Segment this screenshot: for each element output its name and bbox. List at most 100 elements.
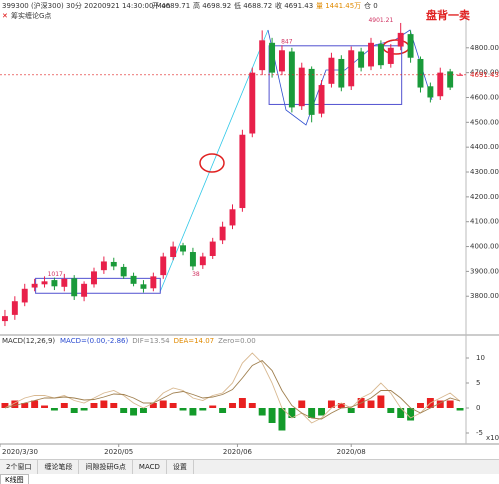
candle-body	[170, 246, 177, 257]
macd-bar	[288, 408, 296, 418]
y-tick-label: 4700.00	[470, 69, 499, 77]
header-high: 高 4698.92	[193, 1, 231, 10]
macd-bar	[318, 408, 326, 416]
note-label: 4901.21	[368, 17, 393, 24]
y-tick-label: 4500.00	[470, 118, 499, 126]
candle-body	[308, 68, 315, 115]
annotation: 盘背一卖	[426, 8, 470, 22]
y-tick-label: 4300.00	[470, 168, 499, 176]
note-label: 38	[192, 271, 200, 278]
candle-body	[140, 284, 147, 289]
candle-body	[61, 278, 68, 287]
x-tick-label: 2020/05	[104, 448, 133, 456]
header-volume: 量 1441.45万	[316, 2, 361, 10]
macd-bar	[298, 400, 306, 408]
macd-bar	[229, 403, 236, 408]
candle-body	[31, 283, 38, 288]
background	[0, 0, 499, 458]
macd-bar	[248, 403, 256, 408]
macd-bar	[50, 408, 58, 411]
macd-bar	[21, 403, 29, 408]
macd-bar	[268, 408, 276, 423]
y-tick-label: 0	[476, 404, 480, 412]
macd-bar	[347, 408, 355, 413]
y-tick-label: -5	[476, 429, 483, 437]
close-icon[interactable]: ✕	[2, 12, 8, 20]
macd-bar	[199, 408, 207, 411]
candle-body	[288, 51, 295, 108]
chart: 399300 (沪深300) 30分 20200921 14:30:00 Mon…	[0, 0, 499, 458]
candle-body	[81, 283, 88, 297]
candle-body	[437, 72, 444, 97]
candle-body	[180, 245, 186, 252]
candle-body	[120, 266, 127, 277]
macd-bar	[456, 408, 464, 411]
macd-bar	[31, 400, 39, 408]
y-tick-label: 10	[476, 354, 485, 362]
candle-body	[298, 67, 305, 107]
candle-body	[338, 58, 345, 88]
x-tick-label: 2020/06	[223, 448, 253, 456]
tab[interactable]: 2个窗口	[0, 460, 39, 474]
macd-bar	[149, 403, 157, 408]
candle-body	[447, 71, 454, 88]
macd-bar	[407, 408, 415, 421]
candle-body	[199, 256, 206, 266]
last-price-label: 4691.43	[470, 71, 499, 79]
candle-body	[110, 261, 117, 267]
candle-body	[407, 34, 414, 58]
macd-bar	[308, 408, 316, 418]
y-tick-label: 4600.00	[470, 93, 499, 101]
macd-bar	[387, 408, 395, 413]
macd-bar	[1, 403, 9, 408]
candle-body	[209, 241, 216, 256]
candle-body	[348, 50, 355, 87]
macd-bar	[258, 408, 266, 416]
legend-entry: DEA=14.07	[174, 337, 215, 345]
indicator-name: 筹实缠论G点	[11, 11, 51, 20]
macd-bar	[219, 408, 227, 413]
y-tick-label: 5	[476, 379, 480, 387]
macd-bar	[417, 403, 424, 408]
y-tick-label: 4000.00	[470, 243, 499, 251]
candle-body	[427, 86, 434, 98]
candle-body	[189, 252, 196, 267]
macd-bar	[110, 403, 118, 408]
tab[interactable]: 缠论笔段	[38, 460, 80, 474]
candle-body	[269, 42, 276, 73]
header-open: 开 4689.71	[152, 2, 190, 10]
tab-bar: 2个窗口 缠论笔段 间隙投研G点 MACD 设置	[0, 459, 499, 474]
macd-bar	[377, 395, 385, 408]
macd-bar	[179, 408, 187, 411]
candle-body	[368, 42, 374, 67]
macd-bar	[367, 400, 375, 408]
macd-bar	[436, 400, 444, 408]
macd-bar	[60, 403, 68, 408]
scale-note: x10	[486, 434, 499, 442]
tab[interactable]: 间隙投研G点	[79, 460, 133, 474]
tab[interactable]: MACD	[133, 460, 167, 474]
pivot-label: 1017	[48, 271, 63, 278]
y-tick-label: 3900.00	[470, 267, 499, 275]
tab[interactable]: 设置	[167, 460, 194, 474]
candle-body	[457, 74, 464, 76]
view-tab[interactable]: K线图	[0, 474, 29, 484]
candle-body	[318, 85, 325, 114]
candle-body	[239, 134, 246, 209]
highlight-circle	[199, 153, 225, 173]
candle-body	[91, 271, 97, 285]
header-symbol: 399300 (沪深300) 30分 20200921 14:30:00 Mon	[2, 1, 170, 10]
candle-body	[130, 275, 137, 284]
y-tick-label: 4100.00	[470, 218, 499, 226]
candle-body	[219, 226, 226, 241]
candle-body	[387, 47, 394, 64]
macd-bar	[100, 400, 108, 408]
macd-line	[4, 359, 461, 420]
x-tick-label: 2020/3/30	[2, 448, 38, 456]
macd-bar	[189, 408, 197, 416]
macd-bar	[41, 405, 48, 408]
candle-body	[328, 57, 335, 84]
y-tick-label: 4400.00	[470, 143, 499, 151]
candle-body	[51, 280, 58, 287]
